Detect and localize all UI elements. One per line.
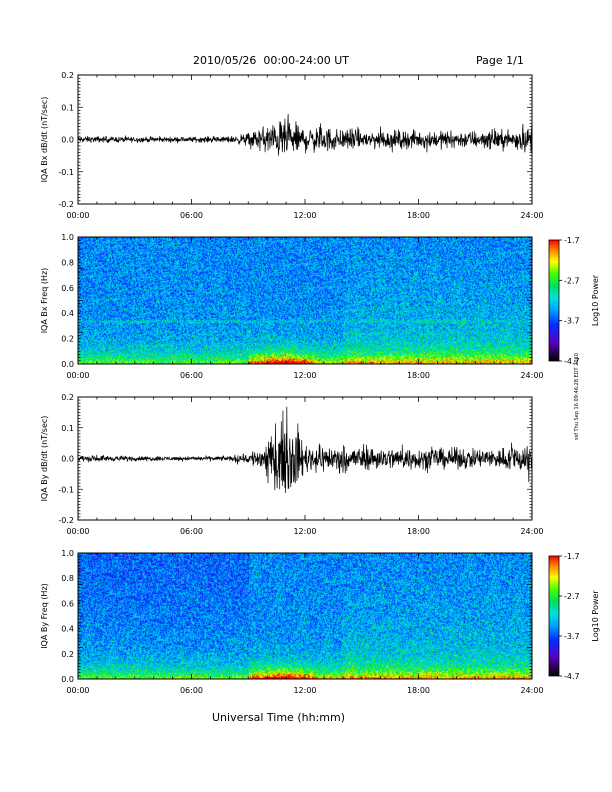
x-tick-label-1-1: 06:00 — [180, 371, 203, 380]
y-axis-label-2: IQA By dB/dt (nT/sec) — [40, 416, 49, 502]
colorbar-1 — [548, 239, 560, 362]
y-tick-label-3-1: 0.8 — [61, 574, 74, 583]
x-tick-label-0-4: 24:00 — [520, 211, 543, 220]
y-tick-label-1-4: 0.2 — [61, 335, 74, 344]
colorbar-tick-label-3-3: -4.7 — [564, 672, 580, 681]
y-tick-label-2-0: 0.2 — [61, 393, 74, 402]
x-tick-label-3-1: 06:00 — [180, 686, 203, 695]
y-axis-label-3: IQA By Freq (Hz) — [40, 583, 49, 649]
page-label: Page 1/1 — [476, 54, 524, 67]
colorbar-tick-label-3-2: -3.7 — [564, 632, 580, 641]
colorbar-tick-label-3-0: -1.7 — [564, 552, 580, 561]
y-tick-label-1-1: 0.8 — [61, 258, 74, 267]
x-tick-label-2-0: 00:00 — [66, 527, 89, 536]
x-tick-label-3-3: 18:00 — [407, 686, 430, 695]
x-tick-label-1-2: 12:00 — [293, 371, 316, 380]
x-tick-label-1-0: 00:00 — [66, 371, 89, 380]
x-axis-title: Universal Time (hh:mm) — [212, 711, 345, 724]
y-tick-label-2-4: -0.2 — [58, 516, 74, 525]
colorbar-tick-label-1-2: -3.7 — [564, 317, 580, 326]
x-tick-label-0-2: 12:00 — [293, 211, 316, 220]
spectrogram-canvas-3 — [78, 553, 532, 679]
y-tick-label-0-0: 0.2 — [61, 71, 74, 80]
y-tick-label-0-2: 0.0 — [61, 136, 74, 145]
colorbar-3 — [548, 555, 560, 677]
x-tick-label-0-0: 00:00 — [66, 211, 89, 220]
spectrogram-3 — [78, 553, 532, 679]
y-axis-label-1: IQA Bx Freq (Hz) — [40, 268, 49, 334]
y-tick-label-0-4: -0.2 — [58, 200, 74, 209]
y-tick-label-1-2: 0.6 — [61, 284, 74, 293]
x-tick-label-0-3: 18:00 — [407, 211, 430, 220]
y-tick-label-3-2: 0.6 — [61, 599, 74, 608]
x-tick-label-0-1: 06:00 — [180, 211, 203, 220]
y-tick-label-2-3: -0.1 — [58, 485, 74, 494]
spectrogram-1 — [78, 237, 532, 364]
y-tick-label-0-3: -0.1 — [58, 168, 74, 177]
colorbar-label-1: Log10 Power — [591, 274, 600, 326]
y-tick-label-3-4: 0.2 — [61, 650, 74, 659]
x-tick-label-3-4: 24:00 — [520, 686, 543, 695]
series-line-0 — [77, 113, 533, 156]
y-tick-label-3-3: 0.4 — [61, 625, 74, 634]
x-tick-label-1-4: 24:00 — [520, 371, 543, 380]
y-tick-label-3-5: 0.0 — [61, 675, 74, 684]
x-tick-label-2-3: 18:00 — [407, 527, 430, 536]
colorbar-label-3: Log10 Power — [591, 590, 600, 642]
colorbar-tick-label-1-3: -4.7 — [564, 357, 580, 366]
y-tick-label-3-0: 1.0 — [61, 549, 74, 558]
x-tick-label-3-2: 12:00 — [293, 686, 316, 695]
y-axis-label-0: IQA Bx dB/dt (nT/sec) — [40, 97, 49, 183]
colorbar-tick-label-3-1: -2.7 — [564, 592, 580, 601]
x-tick-label-2-4: 24:00 — [520, 527, 543, 536]
x-tick-label-3-0: 00:00 — [66, 686, 89, 695]
colorbar-tick-label-1-0: -1.7 — [564, 236, 580, 245]
y-tick-label-1-0: 1.0 — [61, 233, 74, 242]
figure-title: 2010/05/26 00:00-24:00 UT — [193, 54, 350, 67]
spectrogram-canvas-1 — [78, 237, 532, 364]
y-tick-label-2-1: 0.1 — [61, 424, 74, 433]
series-line-2 — [77, 406, 533, 493]
colorbar-tick-label-1-1: -2.7 — [564, 276, 580, 285]
y-tick-label-0-1: 0.1 — [61, 103, 74, 112]
y-tick-label-2-2: 0.0 — [61, 455, 74, 464]
x-tick-label-1-3: 18:00 — [407, 371, 430, 380]
y-tick-label-1-5: 0.0 — [61, 360, 74, 369]
x-tick-label-2-2: 12:00 — [293, 527, 316, 536]
y-tick-label-1-3: 0.4 — [61, 309, 74, 318]
x-tick-label-2-1: 06:00 — [180, 527, 203, 536]
